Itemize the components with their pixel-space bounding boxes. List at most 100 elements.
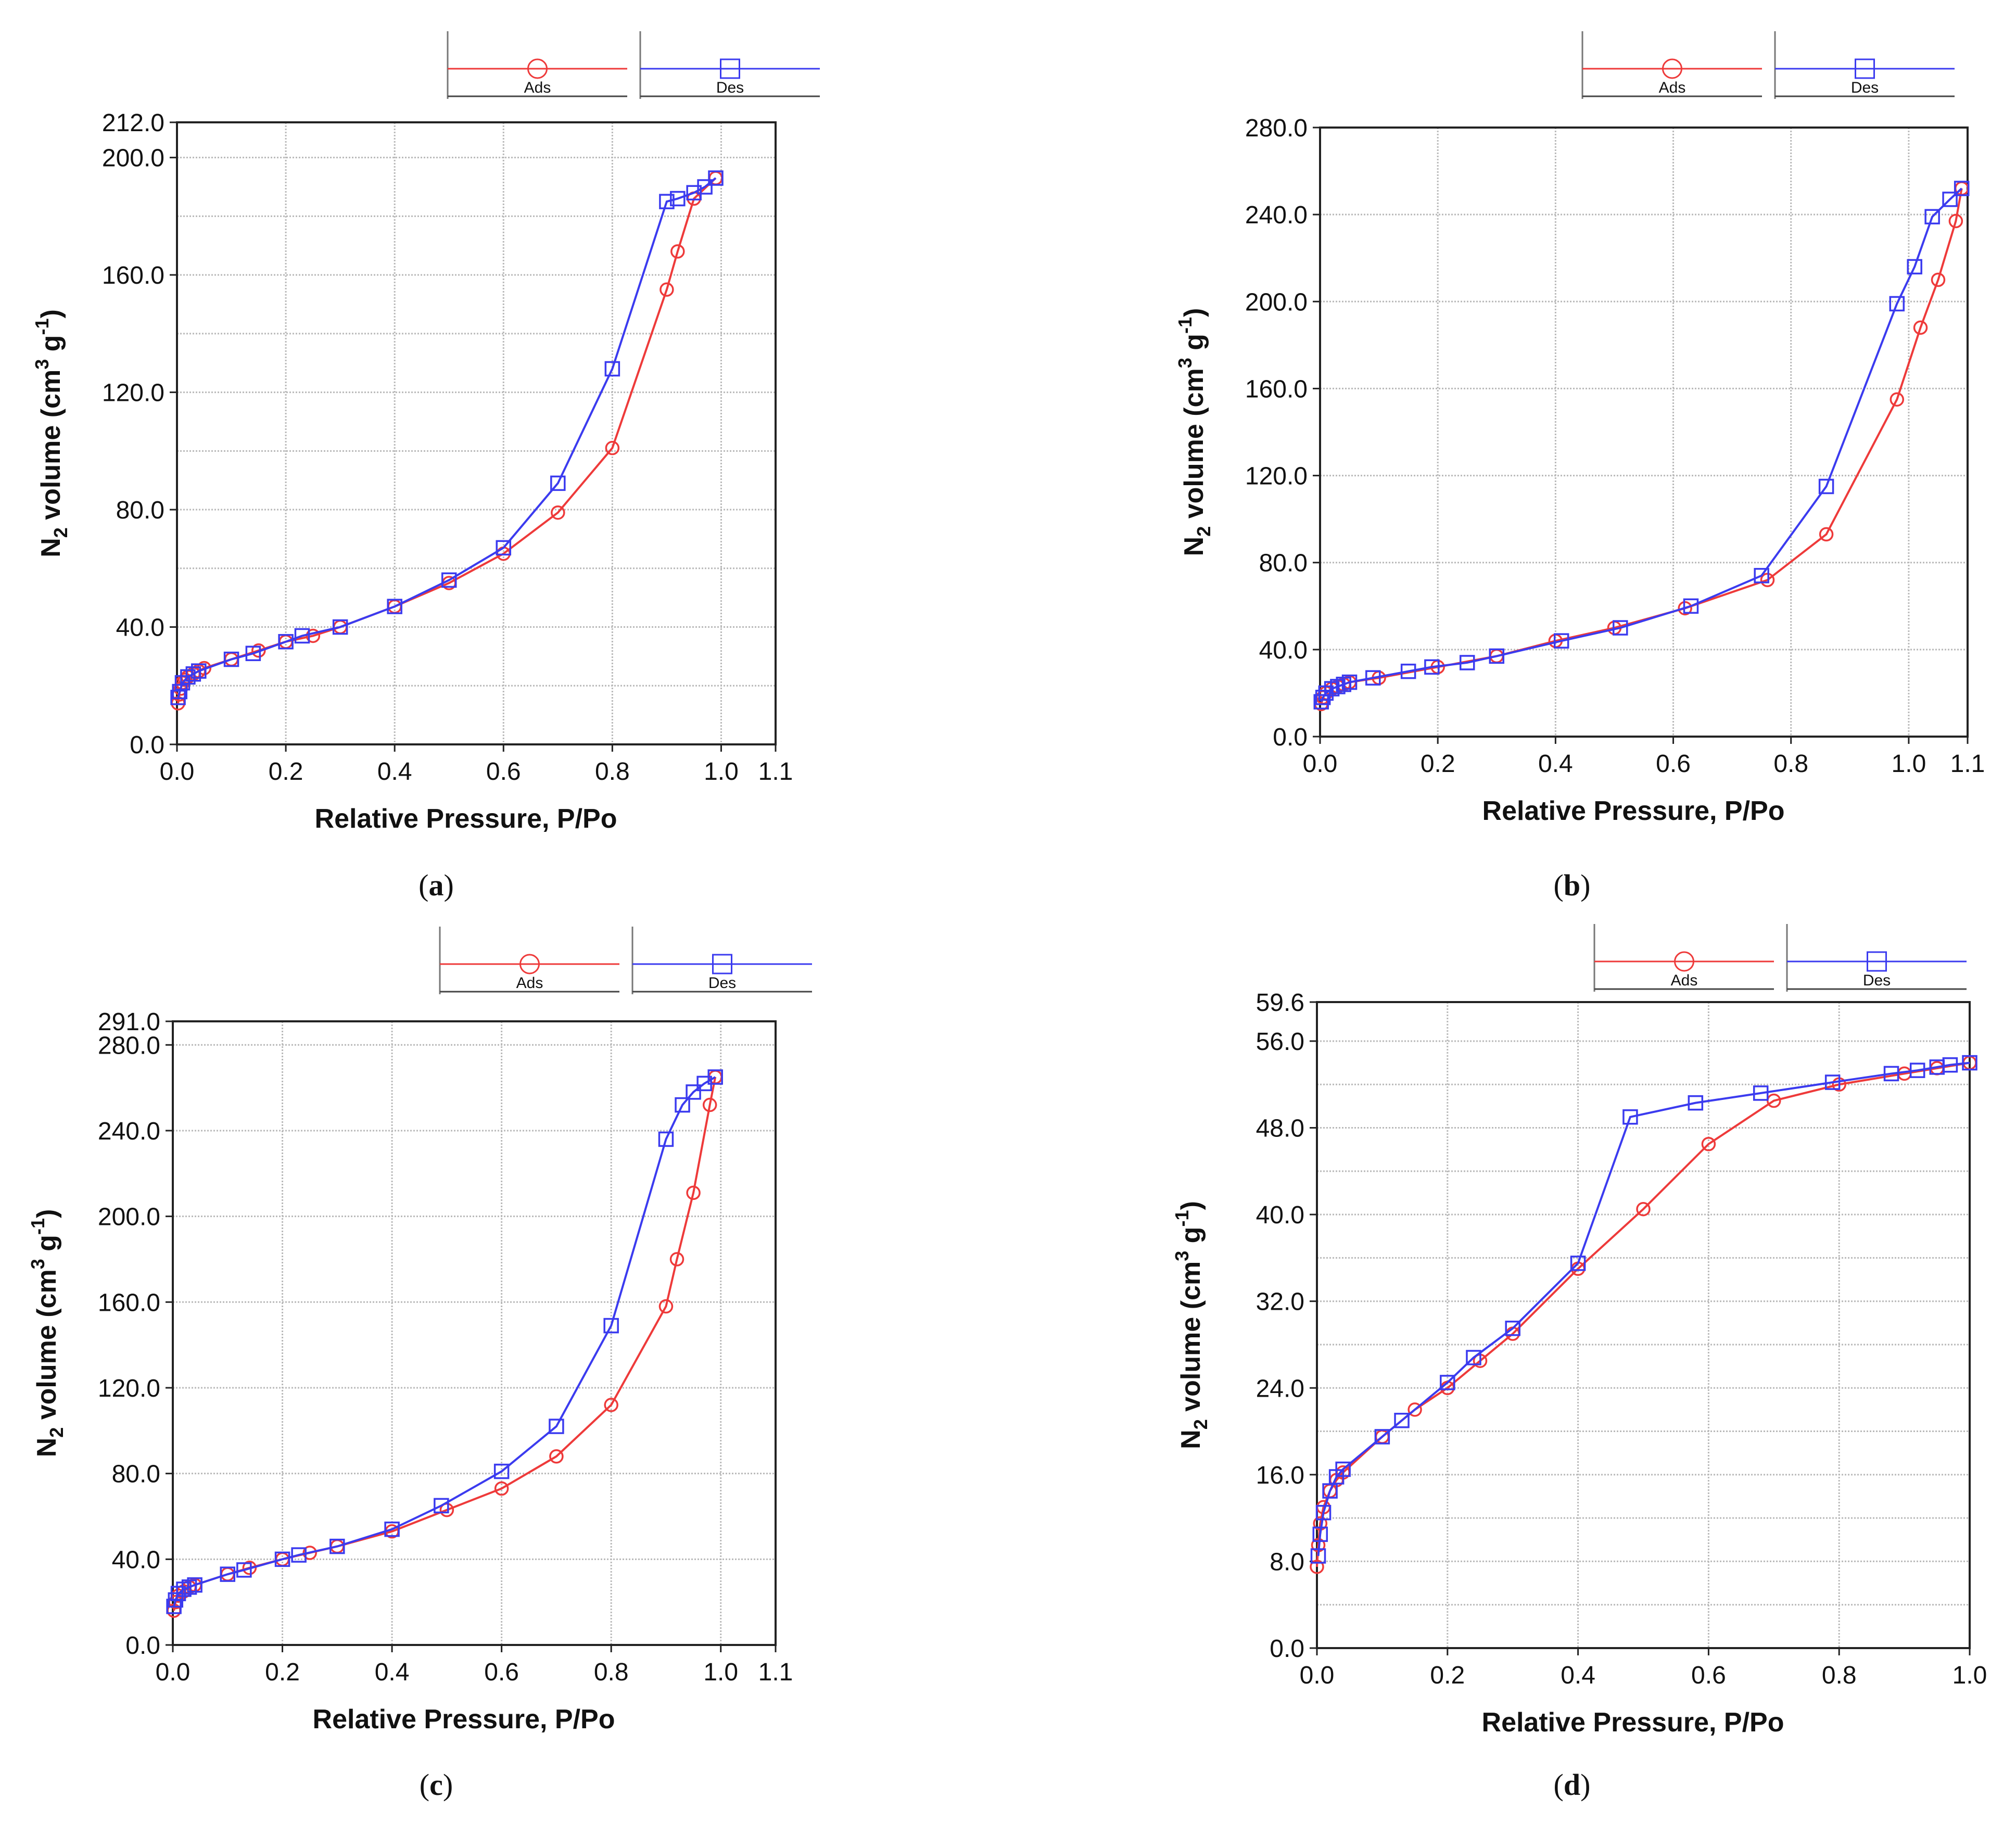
x-tick-label: 0.6 <box>1656 750 1691 778</box>
series-ads <box>171 171 723 711</box>
des-data-point <box>1753 1085 1769 1101</box>
series-line-ads <box>173 1077 717 1611</box>
des-data-point <box>659 194 675 209</box>
legend-label-des: Des <box>1863 972 1891 989</box>
des-data-point <box>1942 192 1958 207</box>
des-data-point <box>441 572 457 588</box>
series-line-ads <box>1320 188 1963 704</box>
des-data-point <box>332 619 348 635</box>
series-line-ads <box>177 177 717 704</box>
des-data-point <box>176 1581 192 1597</box>
des-data-point <box>658 1131 674 1147</box>
des-data-point <box>1683 598 1699 614</box>
legend-square-marker <box>712 954 732 974</box>
x-tick-label: 0.2 <box>1421 750 1455 778</box>
des-data-point <box>387 599 402 614</box>
legend: Ads Des <box>439 927 812 994</box>
des-data-point <box>1489 648 1505 664</box>
plot-frame <box>172 1020 777 1646</box>
panel-c: 0.0 0.2 0.4 0.6 0.8 1.0 1.1 0.0 40.0 80.0 120.0 160… <box>27 927 812 1802</box>
des-data-point <box>434 1498 449 1514</box>
des-data-point <box>1459 655 1475 670</box>
des-data-point <box>550 475 566 491</box>
series-des <box>170 170 724 705</box>
y-tick-label: 200.0 <box>1245 288 1308 316</box>
y-tick-label: 0.0 <box>1270 1635 1304 1663</box>
x-axis-title: Relative Pressure, P/Po <box>1482 1707 1784 1738</box>
x-tick-label: 1.0 <box>1952 1662 1987 1689</box>
des-data-point <box>1374 1429 1390 1445</box>
des-data-point <box>1929 1059 1945 1075</box>
des-data-point <box>1466 1350 1481 1365</box>
x-tick-label: 0.4 <box>377 758 412 786</box>
series-des <box>166 1069 723 1614</box>
des-data-point <box>493 1463 510 1479</box>
y-tick-label: 40.0 <box>1259 637 1308 664</box>
des-data-point <box>1688 1095 1704 1111</box>
legend-label-des: Des <box>1851 79 1879 96</box>
legend-label-des: Des <box>716 79 744 96</box>
des-data-point <box>274 1551 290 1567</box>
panel-a: 0.0 0.2 0.4 0.6 0.8 1.0 1.1 0.0 40.0 80.0 120.0 160… <box>31 31 820 902</box>
y-tick-label: 32.0 <box>1256 1288 1304 1316</box>
x-tick-label: 0.0 <box>156 1659 191 1686</box>
y-tick-label: 240.0 <box>1245 201 1308 229</box>
des-data-point <box>1818 478 1834 495</box>
ads-data-point <box>306 628 321 643</box>
y-tick-label: 200.0 <box>102 145 164 172</box>
y-tick-label: 160.0 <box>1245 375 1308 403</box>
y-tick-label: 160.0 <box>98 1289 160 1316</box>
x-tick-label: 0.8 <box>1822 1662 1857 1689</box>
plot-frame <box>1319 126 1969 738</box>
x-axis-title: Relative Pressure, P/Po <box>315 804 617 834</box>
des-data-point <box>1394 1412 1410 1428</box>
ads-data-point <box>1310 1560 1324 1574</box>
x-tick-label: 0.2 <box>1430 1662 1465 1689</box>
ads-data-point <box>605 440 620 455</box>
legend: Ads Des <box>1593 924 1967 992</box>
des-data-point <box>1313 694 1329 710</box>
ads-data-point <box>549 1449 564 1464</box>
panel-d: 0.0 0.2 0.4 0.6 0.8 1.0 0.0 8.0 16.0 24.0 32.0 40.0… <box>1171 924 1987 1802</box>
y-axis-title: N2 volume (cm3 g-1) <box>1171 1201 1211 1449</box>
des-data-point <box>1883 1066 1899 1082</box>
series-ads <box>167 1070 722 1618</box>
y-tick-label: 160.0 <box>102 262 164 289</box>
y-axis-title: N2 volume (cm3 g-1) <box>27 1209 67 1458</box>
des-data-point <box>1622 1109 1638 1125</box>
des-data-point <box>294 628 310 644</box>
legend-circle-marker <box>519 954 540 974</box>
des-data-point <box>603 1318 619 1334</box>
des-data-point <box>1322 1483 1338 1499</box>
x-tick-label: 0.6 <box>1691 1662 1726 1689</box>
x-tick-label: 0.4 <box>1538 750 1573 778</box>
y-tick-label: 120.0 <box>102 379 164 407</box>
des-data-point <box>1400 663 1416 679</box>
des-data-point <box>185 666 201 682</box>
des-data-point <box>384 1521 400 1537</box>
des-data-point <box>686 1084 701 1100</box>
y-tick-label: 240.0 <box>98 1118 160 1145</box>
ads-data-point <box>1701 1137 1716 1151</box>
panel-label: (c) <box>420 1768 453 1802</box>
x-tick-label: 1.1 <box>758 1659 793 1686</box>
panel-label: (b) <box>1554 868 1591 902</box>
ads-data-point <box>551 505 565 520</box>
legend-circle-marker <box>1674 951 1694 972</box>
series-ads <box>1310 1055 1977 1574</box>
series-line-des <box>177 177 717 698</box>
y-tick-label: 280.0 <box>1245 115 1308 142</box>
x-axis-title: Relative Pressure, P/Po <box>1482 796 1785 826</box>
des-data-point <box>220 1566 236 1582</box>
ads-data-point <box>1636 1201 1651 1217</box>
x-tick-label: 0.4 <box>1561 1662 1595 1689</box>
y-tick-label: 40.0 <box>112 1546 160 1574</box>
des-data-point <box>1754 568 1769 584</box>
des-data-point <box>675 1097 690 1113</box>
des-data-point <box>1909 1062 1925 1078</box>
y-tick-label: 8.0 <box>1270 1548 1304 1576</box>
ads-data-point <box>660 282 674 297</box>
ads-data-point <box>604 1398 618 1412</box>
series-line-des <box>1320 187 1963 702</box>
des-data-point <box>1310 1548 1326 1564</box>
